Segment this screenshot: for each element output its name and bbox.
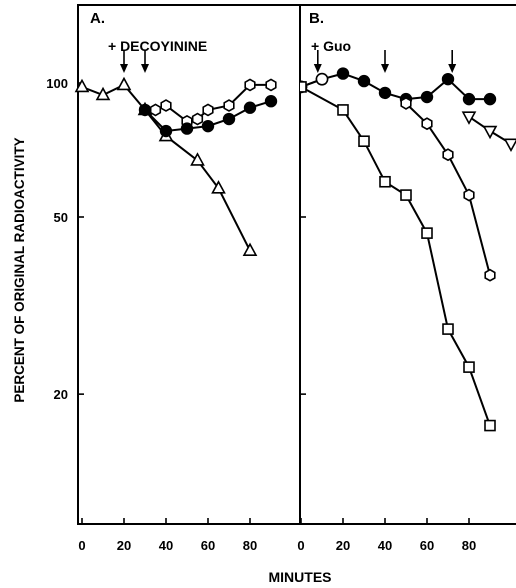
panel-a-point-filled-circle (159, 124, 173, 138)
panel-a-arrow-marker (141, 50, 149, 73)
panel-a-point-hexagon (202, 103, 214, 117)
panel-b-point-square (379, 175, 391, 188)
panel-b: B. + Guo 0 20 40 60 80 (297, 4, 516, 553)
panel-a-point-hexagon (265, 78, 277, 92)
panel-b-arrow-marker (448, 50, 457, 73)
panel-b-arrows (313, 50, 457, 73)
panel-a-x-tick-label: 0 (78, 538, 85, 553)
panel-b-point-hexagon (463, 188, 475, 202)
panel-b-x-tick-label: 60 (420, 538, 434, 553)
panel-b-point-filled-circle (357, 74, 371, 88)
panel-a-arrow-marker (120, 50, 128, 73)
y-tick-labels: 100 50 20 (46, 76, 68, 402)
panel-b-point-square (400, 189, 412, 201)
panel-b-x-tick-label: 80 (462, 538, 476, 553)
x-axis-title: MINUTES (269, 569, 332, 585)
y-tick-label: 50 (54, 210, 68, 225)
panel-b-series-line-square (300, 86, 491, 426)
panel-a-point-triangle (242, 242, 258, 257)
panel-b-point-hexagon (484, 268, 496, 282)
panel-b-point-square (421, 227, 433, 239)
panel-b-frame (299, 4, 516, 525)
panel-b-x-tick-label: 40 (378, 538, 392, 553)
panel-a-point-hexagon (149, 103, 162, 117)
panel-b-series-line-filled-circle (300, 72, 490, 101)
panel-b-point-triangle-down (503, 138, 516, 153)
panel-b-x-tick-label: 0 (297, 538, 304, 553)
panel-a-point-triangle (190, 152, 205, 166)
panel-b-arrow-marker (381, 50, 389, 73)
panel-a-point-filled-circle (243, 101, 257, 114)
panel-b-point-filled-circle (420, 90, 434, 104)
panel-b-point-square (484, 419, 496, 432)
panel-b-arrow-marker (313, 50, 322, 73)
panel-a-point-filled-circle (180, 122, 194, 135)
panel-a-point-filled-circle (201, 119, 215, 133)
y-tick-label: 20 (54, 387, 68, 402)
panel-b-point-square (300, 81, 307, 93)
panel-b-point-filled-circle (336, 67, 350, 80)
panel-a-point-filled-circle (264, 95, 278, 108)
panel-b-point-hexagon (400, 96, 412, 110)
panel-a-arrows (120, 50, 149, 73)
panel-a-point-triangle (116, 76, 132, 91)
panel-a-point-triangle (74, 78, 90, 93)
panel-a-label: A. (90, 10, 105, 27)
panel-b-point-square (358, 135, 370, 148)
panel-a-markers (74, 76, 278, 257)
panel-a-point-filled-circle (222, 112, 236, 126)
panel-b-point-triangle-down (461, 111, 477, 125)
panel-a-lines (81, 83, 272, 252)
panel-b-point-hexagon (421, 117, 433, 131)
panel-a: A. + DECOYININE 0 20 40 60 80 (74, 4, 301, 553)
y-tick-label: 100 (46, 76, 68, 91)
panel-a-x-tick-label: 40 (159, 538, 173, 553)
panel-b-point-filled-circle (483, 92, 497, 106)
panel-a-x-tick-label: 80 (243, 538, 257, 553)
panel-b-markers (300, 67, 516, 432)
panel-a-point-hexagon (160, 99, 172, 112)
panel-a-ticks: 0 20 40 60 80 (78, 82, 257, 553)
y-axis-title: PERCENT OF ORIGINAL RADIOACTIVITY (12, 137, 27, 402)
panel-b-annotation: + Guo (311, 38, 351, 54)
panel-a-point-hexagon (244, 78, 256, 92)
panel-b-x-tick-label: 20 (336, 538, 350, 553)
panel-b-ticks: 0 20 40 60 80 (297, 82, 476, 553)
panel-a-annotation: + DECOYININE (108, 38, 207, 54)
panel-a-point-hexagon (223, 99, 235, 112)
panel-b-point-triangle-down (482, 125, 498, 140)
panel-b-point-square (442, 323, 454, 335)
panel-b-point-filled-circle (441, 72, 455, 86)
panel-a-x-tick-label: 20 (117, 538, 131, 553)
panel-b-point-hexagon (442, 148, 454, 162)
panel-b-point-filled-circle (462, 92, 476, 106)
panel-b-point-square (337, 104, 349, 116)
panel-b-label: B. (309, 10, 324, 27)
panel-a-point-triangle (211, 180, 226, 194)
panel-a-x-tick-label: 60 (201, 538, 215, 553)
panel-a-point-triangle (95, 86, 111, 101)
panel-a-point-filled-circle (138, 103, 152, 117)
panel-a-point-hexagon (191, 112, 204, 126)
panel-b-lines (300, 72, 512, 426)
panel-b-point-open-circle (315, 72, 329, 86)
panel-b-point-square (463, 361, 475, 373)
panel-b-point-filled-circle (378, 86, 392, 100)
panel-b-series-line-hexagon (405, 102, 491, 276)
